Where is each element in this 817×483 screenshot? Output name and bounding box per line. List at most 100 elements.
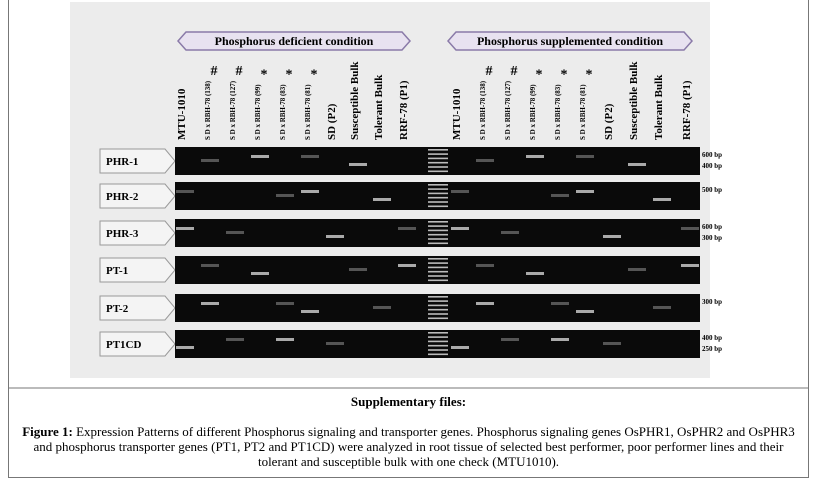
condition-label: Phosphorus deficient condition [215,34,374,48]
gel-band [226,231,244,234]
gel-band [501,231,519,234]
gene-tag [99,257,176,283]
lane-label: Tolerant Bulk [373,74,385,140]
gel-band [551,302,569,305]
ladder-band [428,188,448,190]
gel-band [576,190,594,193]
gel-band [176,346,194,349]
gel-band [301,155,319,158]
gel-band [576,310,594,313]
gel-band [226,338,244,341]
lane-label: MTU-1010 [451,88,463,140]
gel-band [551,194,569,197]
band-size: 600 bp [702,223,722,231]
gel-band [603,235,621,238]
ladder-band [428,238,448,240]
ladder-band [428,296,448,298]
gene-label: PT1CD [106,339,142,351]
gene-label: PT-2 [106,303,129,315]
lane-label: S D x RBH-78 (83) [554,84,562,140]
lane-mark: * [561,67,568,82]
lane-label: S D x RBH-78 (81) [579,84,587,140]
lane-label: Susceptible Bulk [628,61,640,140]
gel-strip [175,219,700,247]
gel-band [201,159,219,162]
lane-label: MTU-1010 [176,88,188,140]
lane-label: SD (P2) [603,103,615,140]
gel-band [373,198,391,201]
ladder-band [428,225,448,227]
lane-mark: # [486,64,493,79]
gel-band [476,159,494,162]
ladder-band [428,221,448,223]
lane-label: S D x RBH-78 (81) [304,84,312,140]
gel-band [451,346,469,349]
ladder-band [428,258,448,260]
gel-band [476,264,494,267]
lane-mark: * [586,67,593,82]
gel-band [628,268,646,271]
ladder-band [428,201,448,203]
caption: Figure 1: Expression Patterns of differe… [20,424,797,469]
gel-band [176,227,194,230]
ladder-band [428,166,448,168]
gel-band [276,302,294,305]
gel-band [526,155,544,158]
supplementary-heading: Supplementary files: [350,394,467,409]
lane-label: S D x RBH-78 (127) [504,80,512,140]
gene-label: PHR-1 [106,156,138,168]
gene-tag [99,183,176,209]
ladder-band [428,353,448,356]
ladder-band [428,153,448,155]
gene-tag [99,148,176,174]
ladder-band [428,266,448,269]
lane-label: S D x RBH-78 (83) [279,84,287,140]
ladder-band [428,317,448,320]
figure-frame [8,0,809,478]
ladder-band [428,233,448,236]
ladder-band [428,340,448,343]
ladder-band [428,196,448,199]
ladder-band [428,149,448,151]
lane-label: S D x RBH-78 (99) [254,84,262,140]
ladder-band [428,229,448,232]
ladder-band [428,336,448,338]
ladder-band [428,170,448,173]
ladder-band [428,304,448,307]
gel-band [398,264,416,267]
gel-band [526,272,544,275]
ladder-band [428,242,448,245]
band-size: 250 bp [702,345,722,353]
lane-label: S D x RBH-78 (99) [529,84,537,140]
condition-label: Phosphorus supplemented condition [477,34,663,48]
gel-band [373,306,391,309]
gel-band [276,194,294,197]
gel-strip [175,294,700,322]
lane-label: Tolerant Bulk [653,74,665,140]
band-size: 300 bp [702,234,722,242]
gene-tag [99,295,176,321]
ladder-band [428,205,448,208]
band-size: 600 bp [702,151,722,159]
lane-label: S D x RBH-78 (138) [204,80,212,140]
lane-mark: * [311,67,318,82]
ladder-band [428,349,448,351]
lane-mark: * [536,67,543,82]
lane-label: SD (P2) [326,103,338,140]
lane-label: S D x RBH-78 (138) [479,80,487,140]
gel-figure: Phosphorus deficient condition Phosphorus… [8,2,809,389]
gel-band [476,302,494,305]
lane-label: S D x RBH-78 (127) [229,80,237,140]
ladder-band [428,161,448,164]
band-size: 500 bp [702,186,722,194]
ladder-band [428,192,448,195]
ladder-band [428,300,448,302]
ladder-band [428,275,448,277]
ladder-band [428,332,448,334]
gel-band [176,190,194,193]
caption-label: Figure 1: [22,424,73,439]
gel-band [201,264,219,267]
gel-band [326,235,344,238]
ladder-band [428,157,448,160]
